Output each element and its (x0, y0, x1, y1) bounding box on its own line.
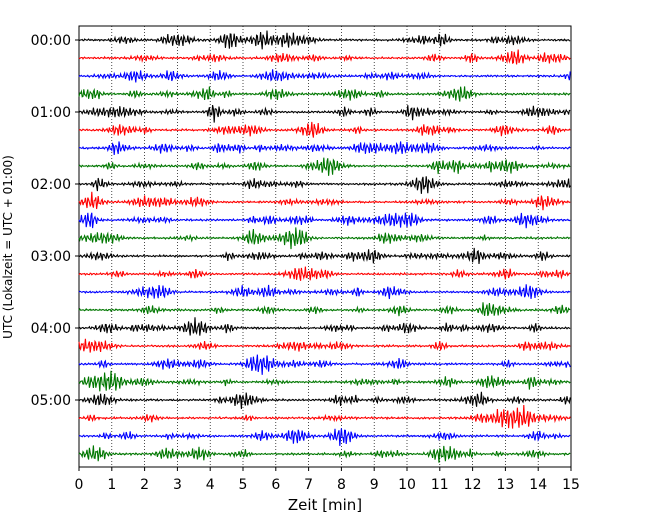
seismogram-trace (78, 227, 571, 250)
x-tick-label: 4 (206, 477, 215, 493)
y-tick-label: 05:00 (31, 393, 71, 409)
seismogram-trace (78, 445, 571, 463)
seismogram-trace (78, 30, 571, 50)
y-tick-label: 02:00 (31, 177, 71, 193)
seismogram-trace (78, 86, 571, 102)
x-tick-label: 9 (370, 477, 379, 493)
x-axis-label: Zeit [min] (288, 496, 362, 514)
y-tick-label: 01:00 (31, 105, 71, 121)
seismogram-trace (78, 354, 571, 375)
x-tick-label: 2 (140, 477, 149, 493)
x-tick-label: 14 (529, 477, 547, 493)
seismogram-trace (78, 317, 571, 336)
x-tick-label: 11 (431, 477, 449, 493)
seismogram-traces (78, 30, 571, 463)
seismogram-trace (78, 157, 571, 176)
seismogram-trace (78, 428, 571, 446)
y-axis-ticks: 00:00 01:00 02:00 03:00 04:00 05:00 (31, 33, 79, 409)
x-tick-label: 1 (107, 477, 116, 493)
seismogram-trace (78, 405, 571, 429)
x-tick-label: 7 (304, 477, 313, 493)
y-tick-label: 00:00 (31, 33, 71, 49)
x-tick-label: 15 (562, 477, 580, 493)
x-axis-ticks: 0 1 2 3 4 5 6 7 8 9 10 11 12 13 14 15 (75, 467, 580, 493)
seismogram-trace (78, 391, 571, 409)
seismogram-trace (78, 212, 571, 229)
x-tick-label: 12 (464, 477, 482, 493)
seismogram-trace (78, 247, 571, 265)
x-tick-label: 0 (75, 477, 84, 493)
seismogram-trace (78, 338, 571, 353)
x-tick-label: 3 (173, 477, 182, 493)
seismogram-trace (78, 104, 571, 123)
x-tick-label: 8 (337, 477, 346, 493)
x-tick-label: 6 (271, 477, 280, 493)
seismogram-trace (78, 302, 571, 317)
seismogram-trace (78, 191, 571, 211)
x-tick-label: 10 (398, 477, 416, 493)
seismogram-trace (78, 370, 571, 392)
plot-frame (78, 25, 572, 468)
seismogram-trace (78, 176, 571, 194)
seismogram-trace (78, 141, 571, 156)
x-tick-label: 5 (239, 477, 248, 493)
seismogram-trace (78, 69, 571, 83)
seismogram-trace (78, 266, 571, 281)
x-tick-label: 13 (496, 477, 514, 493)
y-tick-label: 03:00 (31, 249, 71, 265)
seismogram-trace (78, 121, 571, 138)
seismogram-trace (78, 49, 571, 65)
seismogram-trace (78, 284, 571, 300)
y-axis-label: UTC (Lokalzeit = UTC + 01:00) (1, 155, 15, 339)
y-tick-label: 04:00 (31, 321, 71, 337)
